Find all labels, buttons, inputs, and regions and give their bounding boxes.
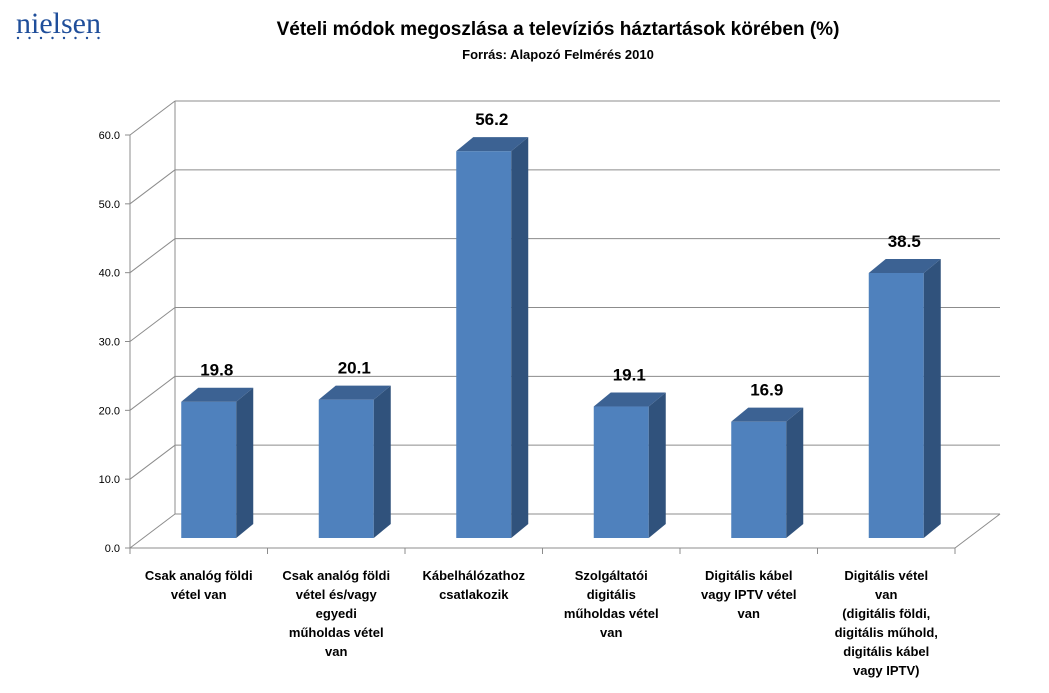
bar [181, 387, 254, 538]
category-label-line: Csak analóg földi [145, 568, 253, 583]
category-label-line: Digitális kábel [705, 568, 792, 583]
gridline-diagonal [129, 238, 176, 274]
category-label: Csak analóg földi vétel van [145, 568, 253, 602]
category-label-line: van [600, 625, 622, 640]
data-label: 19.1 [613, 366, 646, 385]
logo-dot [74, 36, 77, 40]
data-label: 38.5 [888, 232, 921, 251]
category-label-line: vagy IPTV vétel [701, 587, 796, 602]
category-label: Digitális kábel vagy IPTV vétel van [701, 568, 796, 621]
bar-side [648, 392, 666, 538]
nielsen-logo: nielsen [16, 7, 101, 40]
category-label-line: Digitális vétel [844, 568, 928, 583]
logo-dot [16, 36, 20, 40]
data-label: 20.1 [338, 359, 371, 378]
category-label-line: műholdas vétel [564, 606, 659, 621]
gridline-diagonal [129, 444, 176, 480]
category-label-line: Kábelhálózathoz [422, 568, 525, 583]
category-label-line: csatlakozik [439, 587, 509, 602]
bar-top [456, 137, 529, 152]
y-tick-label: 20.0 [99, 405, 120, 417]
category-label-line: digitális [587, 587, 636, 602]
logo-dot [62, 36, 66, 40]
category-label: Kábelhálózathoz csatlakozik [422, 568, 525, 602]
bar-side [786, 407, 804, 538]
bars [181, 137, 941, 538]
logo-dot [85, 36, 89, 40]
category-label-line: van [325, 644, 347, 659]
data-label: 19.8 [200, 361, 233, 380]
logo-dot [28, 36, 31, 40]
y-tick-label: 50.0 [99, 199, 120, 211]
y-tick-label: 40.0 [99, 268, 120, 280]
y-tick-label: 0.0 [105, 543, 120, 555]
bar [318, 385, 391, 538]
category-label-line: vétel és/vagy [296, 587, 378, 602]
category-label-line: egyedi [316, 606, 357, 621]
category-label-line: műholdas vétel [289, 625, 384, 640]
category-label-line: vétel van [171, 587, 227, 602]
bar [868, 258, 941, 538]
bar-top [593, 392, 666, 407]
bar [731, 407, 804, 538]
logo-dot [51, 36, 54, 40]
bar-side [236, 387, 254, 538]
category-label-line: Csak analóg földi [282, 568, 390, 583]
bar-front [181, 401, 237, 538]
category-label-line: van [875, 587, 897, 602]
bar-front [731, 421, 787, 538]
floor-edge [954, 513, 1001, 549]
gridline-diagonal [129, 100, 176, 136]
bar-side [511, 137, 529, 538]
data-label: 56.2 [475, 110, 508, 129]
bar-top [731, 407, 804, 422]
gridline-diagonal [129, 375, 176, 411]
logo-dot [97, 36, 100, 40]
bar [593, 392, 666, 538]
category-label-line: Szolgáltatói [575, 568, 648, 583]
logo-dot [39, 36, 43, 40]
category-label-line: (digitális földi, [842, 606, 930, 621]
bar-top [318, 385, 391, 400]
y-tick-label: 10.0 [99, 474, 120, 486]
category-label-line: digitális kábel [843, 644, 929, 659]
y-tick-label: 60.0 [99, 130, 120, 142]
bar-top [181, 387, 254, 402]
logo-text: nielsen [16, 7, 101, 40]
data-labels: 19.8 20.1 56.2 19.1 16.9 38.5 [200, 110, 921, 400]
category-label-line: vagy IPTV) [853, 663, 919, 678]
bar-top [868, 258, 941, 273]
chart-title: Vételi módok megoszlása a televíziós ház… [277, 19, 840, 40]
data-label: 16.9 [750, 381, 783, 400]
bar-front [456, 151, 512, 538]
category-label: Szolgáltatói digitális műholdas vétel van [564, 568, 659, 640]
gridlines [129, 100, 1001, 549]
category-label-line: digitális műhold, [835, 625, 938, 640]
gridline-diagonal [129, 169, 176, 205]
gridline-diagonal [129, 513, 176, 549]
chart-subtitle: Forrás: Alapozó Felmérés 2010 [462, 47, 654, 62]
bar-front [318, 399, 374, 538]
bar-front [868, 272, 924, 538]
category-label: Digitális vétel van (digitális földi, digit… [835, 568, 938, 678]
bar [456, 137, 529, 538]
category-label: Csak analóg földi vétel és/vagy egyedi műho… [282, 568, 390, 659]
logo-dots [16, 36, 100, 40]
bar-side [373, 385, 391, 538]
bar-side [923, 258, 941, 538]
y-tick-label: 30.0 [99, 337, 120, 349]
gridline-diagonal [129, 307, 176, 342]
category-label-line: van [738, 606, 760, 621]
bar-front [593, 406, 649, 538]
